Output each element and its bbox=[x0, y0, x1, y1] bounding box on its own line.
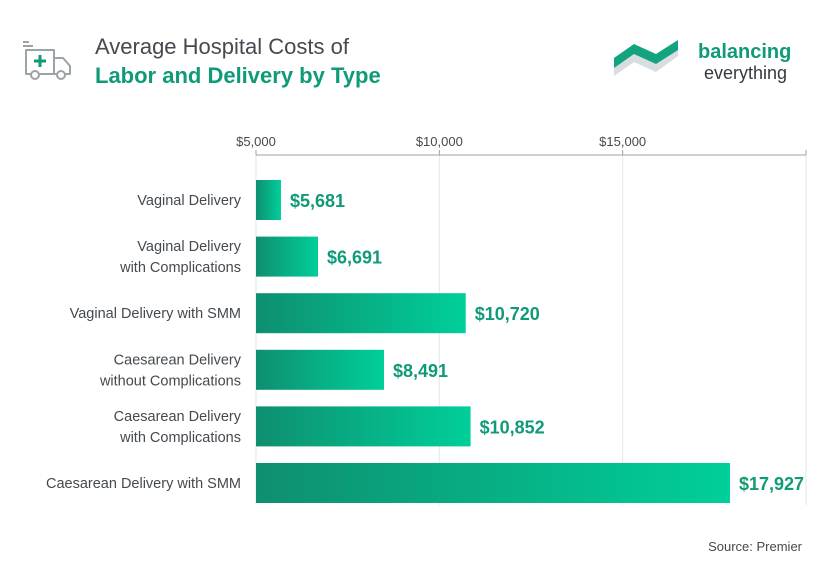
bar bbox=[256, 293, 466, 334]
logo-text-everything: everything bbox=[704, 63, 788, 83]
data-label: $17,927 bbox=[739, 474, 804, 494]
category-label: Vaginal Delivery with Complications bbox=[119, 239, 242, 276]
data-label: $6,691 bbox=[327, 248, 382, 268]
balancing-everything-logo-mark bbox=[614, 40, 678, 76]
data-label: $10,852 bbox=[480, 417, 545, 437]
x-tick-label: $15,000 bbox=[599, 134, 646, 149]
data-label: $10,720 bbox=[475, 304, 540, 324]
logo-text-balancing: balancing bbox=[698, 41, 792, 63]
category-label: Caesarean Delivery with SMM bbox=[46, 476, 241, 492]
category-label: Vaginal Delivery with SMM bbox=[70, 306, 241, 322]
x-tick-label: $5,000 bbox=[236, 134, 276, 149]
chart-title-line1: Average Hospital Costs of bbox=[95, 34, 349, 59]
bar bbox=[256, 406, 471, 447]
bar bbox=[256, 349, 385, 390]
source-note: Source: Premier bbox=[708, 539, 802, 554]
x-tick-label: $10,000 bbox=[416, 134, 463, 149]
data-label: $5,681 bbox=[290, 191, 345, 211]
category-label: Caesarean Delivery without Complications bbox=[99, 352, 242, 389]
data-label: $8,491 bbox=[393, 361, 448, 381]
bar bbox=[256, 180, 281, 220]
category-label: Caesarean Delivery with Complications bbox=[114, 409, 242, 446]
ambulance-icon bbox=[23, 41, 71, 80]
chart-title-line2: Labor and Delivery by Type bbox=[95, 63, 381, 88]
category-label: Vaginal Delivery bbox=[137, 193, 241, 209]
bar bbox=[256, 236, 319, 277]
bar bbox=[256, 463, 730, 503]
